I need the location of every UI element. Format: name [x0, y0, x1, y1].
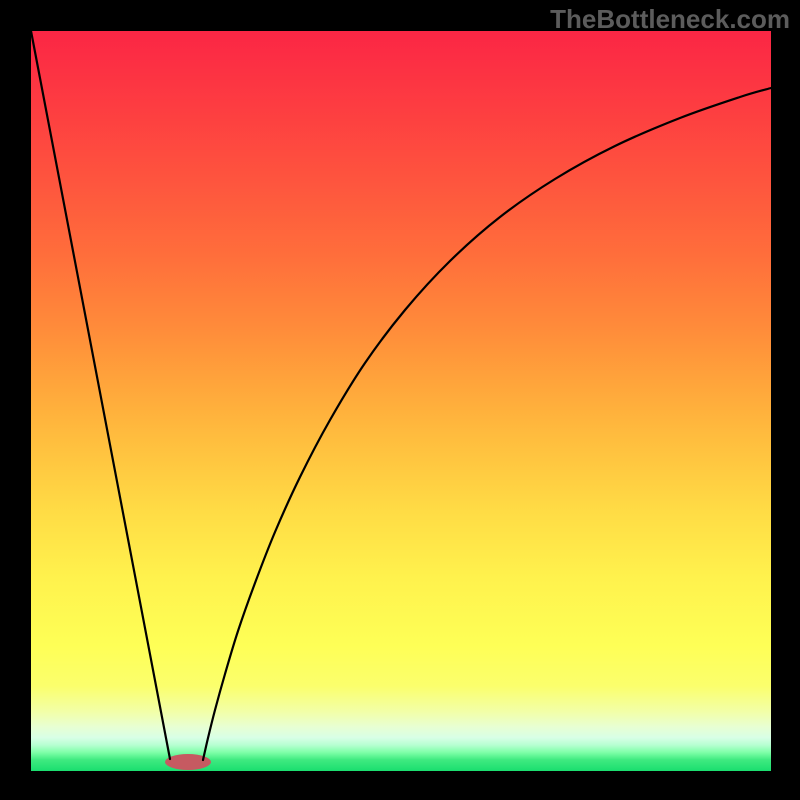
- watermark-text: TheBottleneck.com: [550, 4, 790, 35]
- plot-area: [31, 31, 771, 771]
- chart-container: { "watermark": { "text": "TheBottleneck.…: [0, 0, 800, 800]
- bottleneck-chart: [0, 0, 800, 800]
